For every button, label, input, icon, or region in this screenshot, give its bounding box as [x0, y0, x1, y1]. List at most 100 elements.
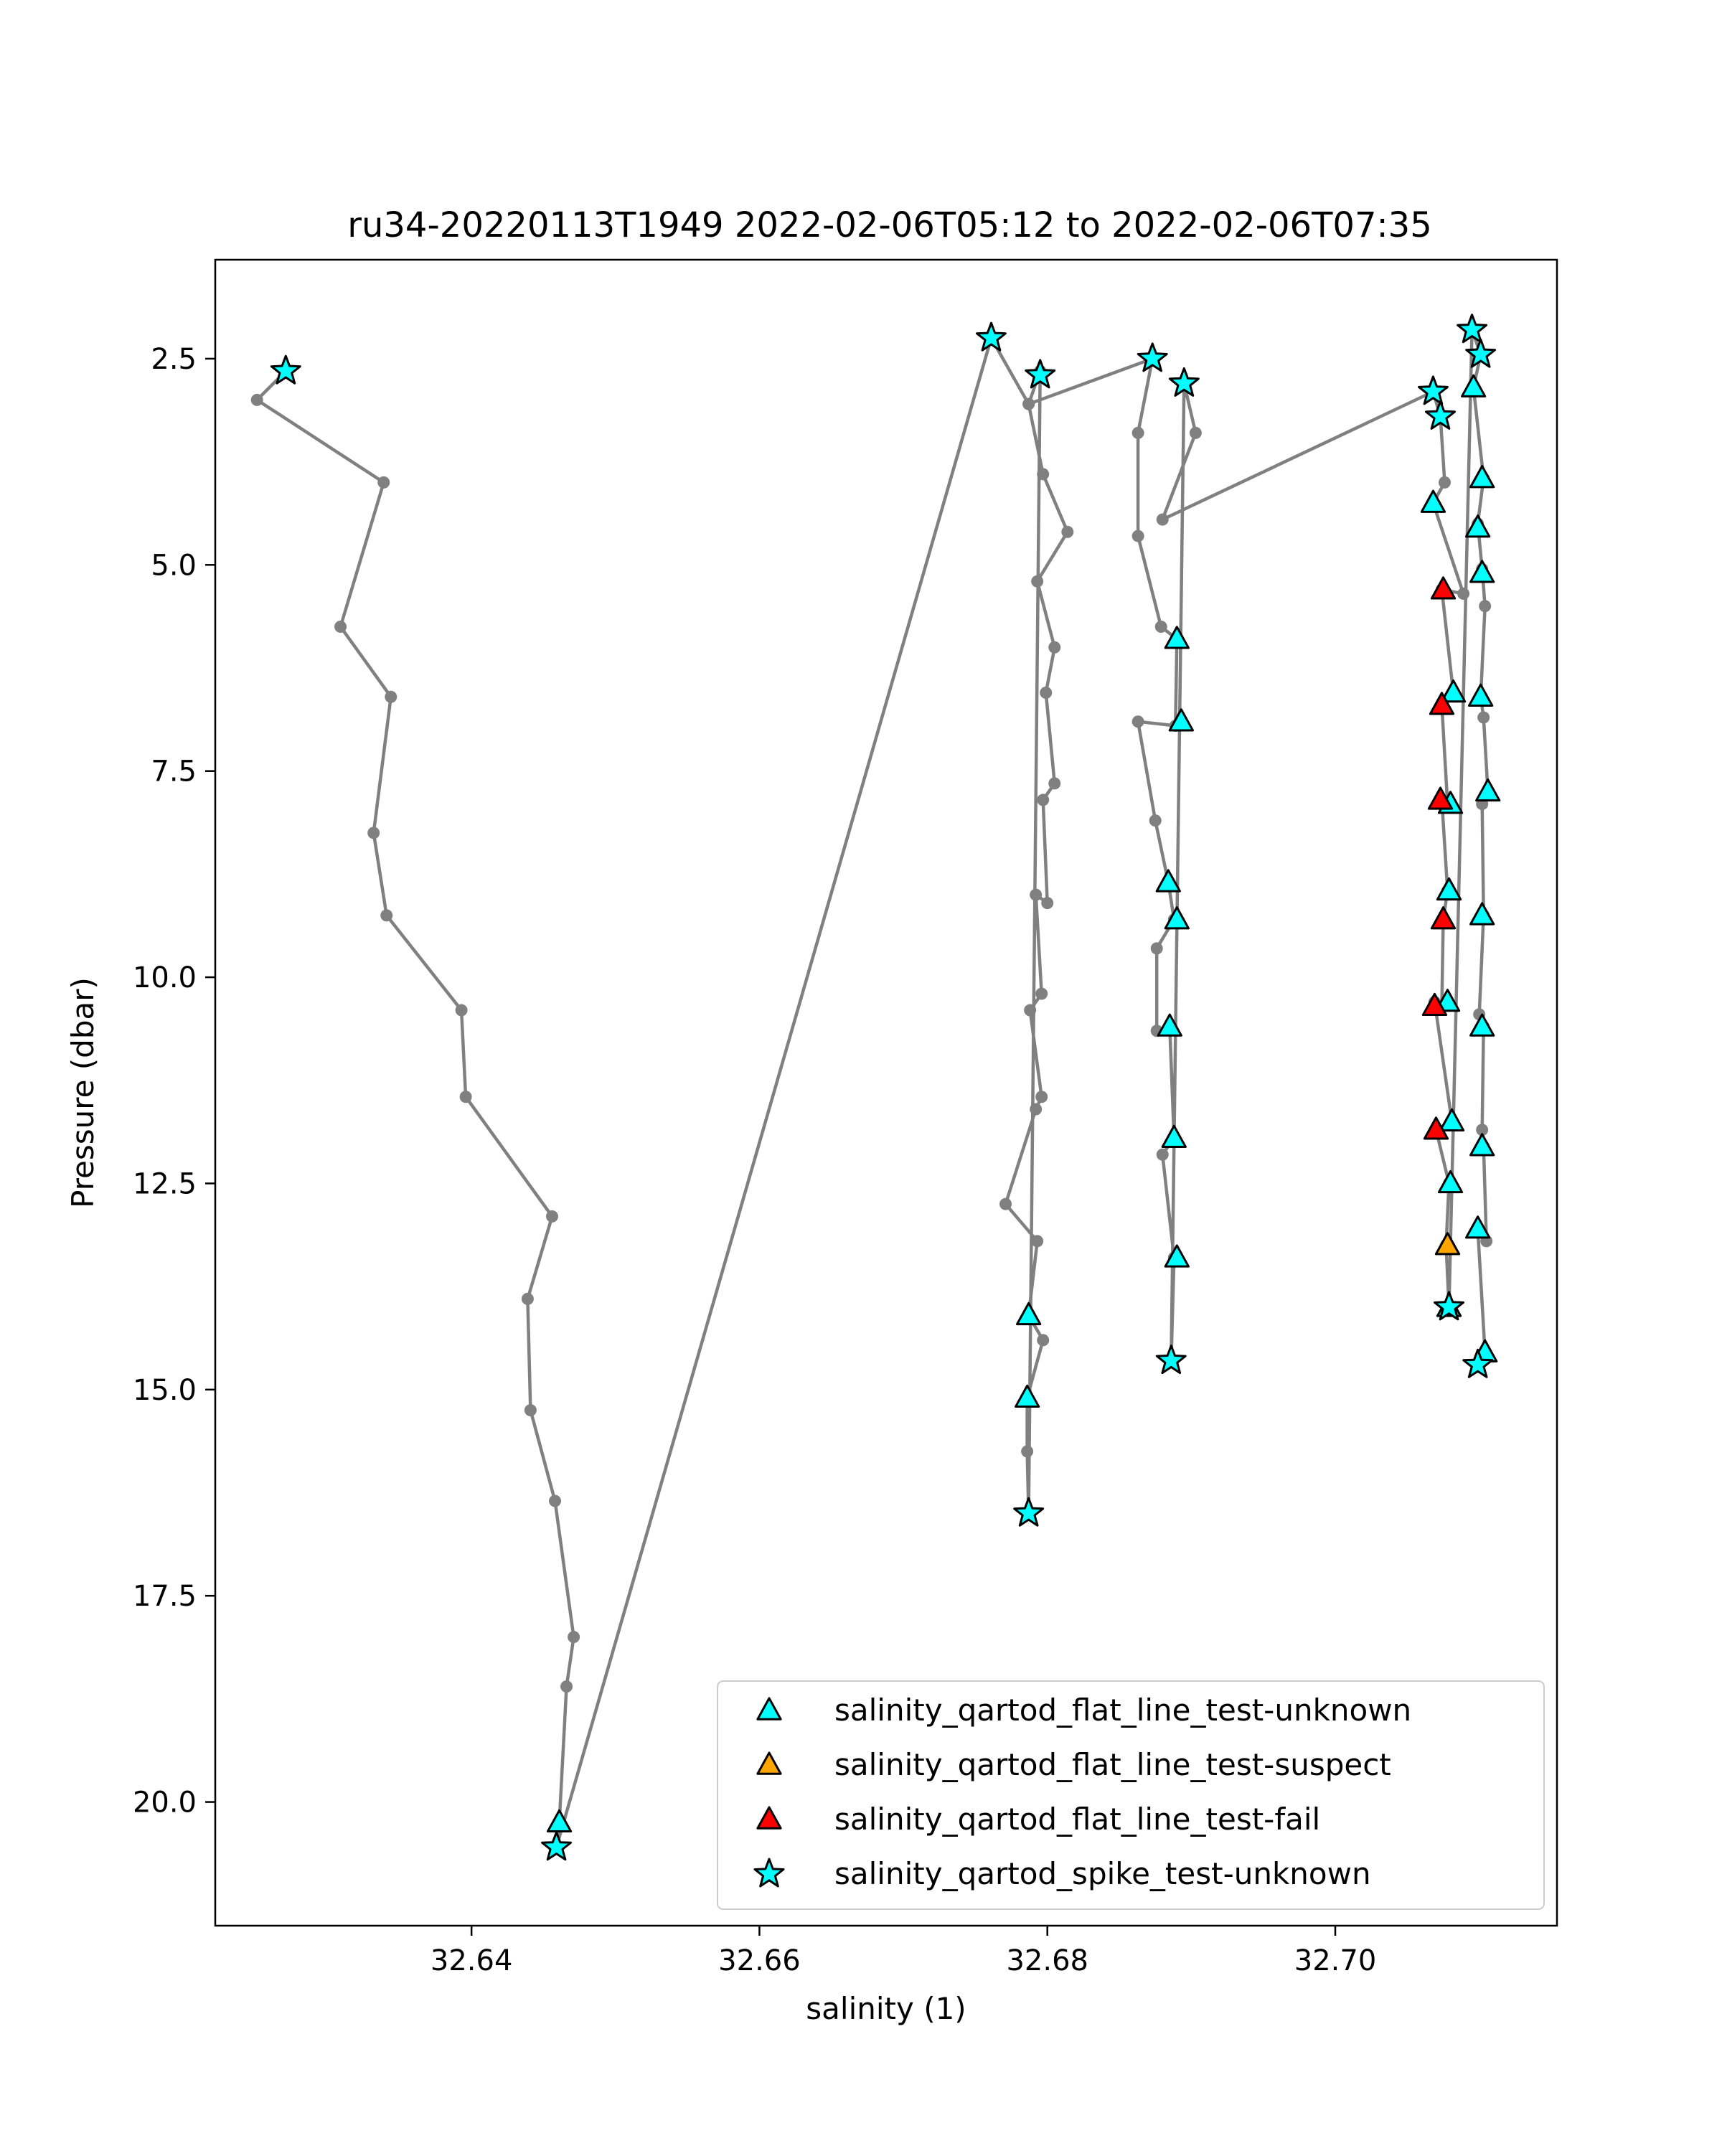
profile-point: [1131, 426, 1144, 439]
profile-point: [1031, 1235, 1044, 1248]
legend-entry-flat-line-suspect: salinity_qartod_flat_line_test-suspect: [756, 1747, 1391, 1782]
flat-line-flag-triangle: [1430, 576, 1457, 600]
flat-line-flag-triangle: [1440, 679, 1467, 703]
series-1: [546, 374, 1501, 1833]
spike-flag-star: [541, 1831, 572, 1861]
flat-line-flag-triangle: [1157, 1013, 1182, 1037]
y-tick-label: 12.5: [133, 1167, 197, 1200]
flat-line-flag-triangle: [1427, 786, 1454, 810]
legend-entry-flat-line-unknown: salinity_qartod_flat_line_test-unknown: [756, 1693, 1411, 1728]
profile-point: [1479, 600, 1492, 613]
spike-flag-star: [1418, 375, 1449, 405]
flat-line-flag-triangle: [1465, 1215, 1491, 1239]
spike-flag-star: [1457, 314, 1488, 344]
profile-point: [1030, 1103, 1043, 1116]
y-tick-label: 7.5: [151, 755, 197, 789]
flat-line-flag-triangle: [1469, 560, 1495, 583]
y-tick-label: 10.0: [133, 961, 197, 994]
legend-marker-glyph: [756, 1806, 782, 1830]
legend-marker-glyph: [756, 1751, 782, 1775]
legend-label-spike-unknown: salinity_qartod_spike_test-unknown: [834, 1856, 1371, 1891]
profile-point: [1021, 1445, 1034, 1458]
plot-frame: [214, 258, 1558, 1927]
legend-marker-flat-line-fail: [756, 1806, 782, 1830]
flat-line-flag-triangle: [1164, 626, 1190, 649]
spike-flag-star: [1155, 1345, 1187, 1375]
spike-flag-star: [1025, 359, 1056, 389]
x-tick-label: 32.68: [1006, 1944, 1088, 1977]
profile-point: [455, 1004, 468, 1017]
profile-point: [367, 827, 380, 839]
profile-point: [459, 1091, 472, 1103]
profile-point: [1457, 588, 1470, 601]
spike-flag-star: [976, 321, 1007, 352]
profile-point: [334, 621, 347, 634]
profile-point: [1037, 1334, 1050, 1347]
profile-point: [1477, 711, 1490, 724]
y-tick-label: 2.5: [151, 343, 197, 376]
spike-flag-star: [270, 354, 301, 385]
flat-line-flag-triangle: [1439, 1108, 1465, 1131]
flat-line-flag-triangle: [1423, 1116, 1449, 1140]
legend-entry-flat-line-fail: salinity_qartod_flat_line_test-fail: [756, 1802, 1320, 1837]
y-tick-label: 5.0: [151, 549, 197, 582]
profile-point: [1022, 397, 1035, 410]
flat-line-flag-triangle: [1434, 1232, 1461, 1256]
profile-point: [250, 393, 263, 406]
flat-line-flag-triangle: [1469, 1013, 1495, 1037]
flat-line-flag-triangle: [1469, 465, 1495, 489]
profile-point: [1048, 641, 1061, 654]
profile-point: [1035, 1091, 1048, 1103]
series-4: [270, 314, 1497, 1861]
flat-line-flag-triangle: [1429, 692, 1455, 715]
flat-line-flag-triangle: [1164, 1244, 1190, 1268]
legend-entry-spike-unknown: salinity_qartod_spike_test-unknown: [753, 1856, 1371, 1891]
profile-point: [380, 909, 393, 922]
profile-point: [1131, 529, 1144, 542]
y-tick-label: 20.0: [133, 1787, 197, 1820]
profile-point: [1149, 814, 1162, 827]
legend-label-flat-line-suspect: salinity_qartod_flat_line_test-suspect: [834, 1747, 1391, 1782]
y-tick-label: 17.5: [133, 1580, 197, 1613]
spike-flag-star: [1465, 338, 1497, 368]
flat-line-flag-triangle: [1161, 1124, 1187, 1148]
x-tick-label: 32.70: [1294, 1944, 1377, 1977]
flat-line-flag-triangle: [1468, 683, 1494, 707]
x-axis: 32.64 32.66 32.68 32.70: [430, 1926, 1376, 1977]
flat-line-flag-triangle: [1469, 902, 1495, 926]
legend-marker-glyph: [756, 1697, 782, 1720]
legend-marker-flat-line-suspect: [756, 1751, 782, 1775]
profile-point: [1048, 777, 1061, 790]
profile-point: [385, 690, 397, 703]
legend-marker-flat-line-unknown: [756, 1697, 782, 1720]
profile-point: [1035, 987, 1048, 1000]
profile-point: [1150, 942, 1163, 955]
legend-box: [717, 1680, 1545, 1910]
flat-line-flag-triangle: [1014, 1384, 1040, 1408]
profile-point: [1037, 468, 1050, 481]
profile-point: [1154, 621, 1167, 634]
flat-line-flag-triangle: [1469, 1133, 1495, 1157]
flat-line-flag-triangle: [1475, 778, 1501, 802]
profile-point: [1040, 686, 1053, 699]
flat-line-flag-triangle: [1421, 992, 1448, 1017]
salinity-profile-line: [255, 328, 1490, 1850]
spike-flag-star: [1425, 400, 1456, 430]
profile-point: [377, 476, 390, 489]
profile-point: [549, 1494, 562, 1507]
legend-label-flat-line-fail: salinity_qartod_flat_line_test-fail: [834, 1802, 1320, 1837]
flat-line-flag-triangle: [1155, 869, 1181, 893]
profile-point: [1131, 715, 1144, 728]
profile-point: [1031, 575, 1044, 588]
x-tick-label: 32.64: [430, 1944, 513, 1977]
profile-point: [1061, 525, 1074, 538]
profile-point: [521, 1292, 534, 1305]
flat-line-flag-triangle: [1420, 489, 1446, 513]
legend-marker-glyph: [753, 1858, 785, 1888]
y-axis-label: Pressure (dbar): [65, 977, 100, 1208]
flat-line-flag-triangle: [1460, 374, 1487, 397]
series-2: [1434, 1232, 1461, 1256]
spike-flag-star: [1168, 367, 1200, 397]
